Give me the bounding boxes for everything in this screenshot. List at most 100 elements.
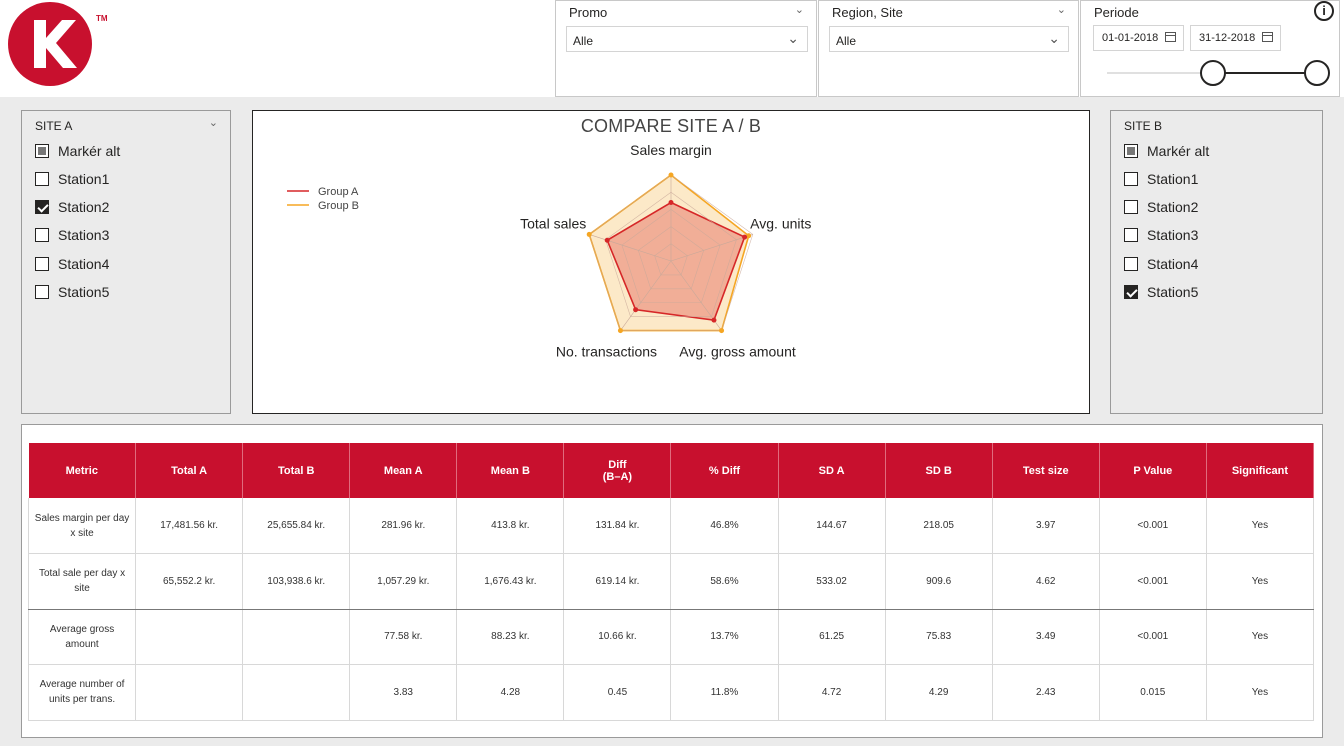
- promo-slicer: Promo ⌄ Alle ⌄: [555, 0, 817, 97]
- info-icon[interactable]: i: [1314, 1, 1334, 21]
- site-a-item[interactable]: Station5: [35, 282, 109, 302]
- grid-ring: [621, 209, 721, 304]
- site-a-item[interactable]: Station4: [35, 254, 109, 274]
- data-point: [586, 231, 592, 237]
- site-b-item[interactable]: Station4: [1124, 254, 1198, 274]
- region-slicer: Region, Site ⌄ Alle ⌄: [818, 0, 1079, 97]
- checkbox[interactable]: [35, 285, 49, 299]
- calendar-icon[interactable]: [1262, 32, 1274, 42]
- grid-spoke: [620, 260, 672, 331]
- table-cell: <0.001: [1099, 553, 1207, 610]
- data-point: [604, 237, 610, 243]
- table-cell: 3.97: [992, 498, 1100, 554]
- site-b-item[interactable]: Markér alt: [1124, 141, 1209, 161]
- region-value: Alle: [836, 34, 857, 48]
- checkbox[interactable]: [35, 172, 49, 186]
- site-a-item[interactable]: Markér alt: [35, 141, 120, 161]
- column-header[interactable]: Mean A: [349, 443, 458, 498]
- column-header[interactable]: Metric: [28, 443, 137, 498]
- legend-label: Group A: [318, 186, 359, 198]
- data-point: [746, 233, 752, 239]
- end-date-value: 31-12-2018: [1199, 32, 1256, 44]
- stats-table-panel: Metric Total A Total B Mean A Mean B Diff (B–A…: [21, 424, 1323, 738]
- start-date-field[interactable]: 01-01-2018: [1093, 25, 1184, 51]
- table-cell: 58.6%: [670, 553, 779, 610]
- table-cell: 131.84 kr.: [563, 498, 672, 554]
- column-header[interactable]: Mean B: [456, 443, 565, 498]
- site-b-item[interactable]: Station2: [1124, 197, 1198, 217]
- data-point: [668, 172, 674, 178]
- site-b-item-label: Station1: [1147, 171, 1199, 187]
- table-cell: 4.72: [778, 664, 886, 721]
- site-a-item[interactable]: Station1: [35, 169, 109, 189]
- calendar-icon[interactable]: [1165, 32, 1177, 42]
- checkbox[interactable]: [35, 144, 49, 158]
- table-cell: 909.6: [885, 553, 993, 610]
- site-b-item[interactable]: Station3: [1124, 225, 1198, 245]
- site-b-item[interactable]: Station1: [1124, 169, 1198, 189]
- table-cell: Yes: [1206, 664, 1315, 721]
- site-b-item[interactable]: Station5: [1124, 282, 1198, 302]
- table-cell: [242, 664, 351, 721]
- chevron-down-icon[interactable]: ⌄: [794, 4, 804, 16]
- site-a-item-label: Station5: [58, 284, 110, 300]
- checkbox[interactable]: [1124, 285, 1138, 299]
- table-cell: 4.62: [992, 553, 1100, 610]
- table-cell: 218.05: [885, 498, 993, 554]
- axis-label: No. transactions: [556, 344, 657, 360]
- checkbox[interactable]: [1124, 257, 1138, 271]
- checkbox[interactable]: [1124, 200, 1138, 214]
- site-a-item[interactable]: Station2: [35, 197, 109, 217]
- site-b-item-label: Markér alt: [1147, 143, 1210, 159]
- end-date-field[interactable]: 31-12-2018: [1190, 25, 1281, 51]
- site-b-slicer: SITE B Markér alt Station1 Station2 Stat…: [1110, 110, 1323, 414]
- site-a-item[interactable]: Station3: [35, 225, 109, 245]
- column-header[interactable]: Total B: [242, 443, 351, 498]
- start-date-value: 01-01-2018: [1102, 32, 1159, 44]
- axis-label: Total sales: [520, 215, 586, 231]
- promo-dropdown[interactable]: Alle ⌄: [566, 26, 808, 52]
- stats-table: Metric Total A Total B Mean A Mean B Diff (B–A…: [27, 443, 1315, 721]
- chart-title: COMPARE SITE A / B: [580, 116, 762, 136]
- metric-cell: Sales margin per day x site: [27, 498, 137, 554]
- checkbox[interactable]: [35, 257, 49, 271]
- column-header[interactable]: Significant: [1206, 443, 1315, 498]
- column-header[interactable]: SD A: [778, 443, 886, 498]
- date-slider-start-handle[interactable]: [1200, 60, 1226, 86]
- column-header[interactable]: Diff (B–A): [563, 443, 672, 498]
- chevron-down-icon[interactable]: ⌄: [208, 117, 218, 129]
- table-cell: 4.29: [885, 664, 993, 721]
- checkbox[interactable]: [35, 200, 49, 214]
- periode-title: Periode: [1094, 5, 1139, 20]
- data-point: [633, 307, 639, 313]
- column-header[interactable]: SD B: [885, 443, 993, 498]
- chevron-down-icon[interactable]: ⌄: [1056, 4, 1066, 16]
- checkbox[interactable]: [1124, 144, 1138, 158]
- region-dropdown[interactable]: Alle ⌄: [829, 26, 1069, 52]
- radar-chart: Sales margin Avg. units Avg. gross amount N…: [287, 142, 811, 360]
- date-slider-end-handle[interactable]: [1304, 60, 1330, 86]
- column-header[interactable]: P Value: [1099, 443, 1207, 498]
- grid-spoke: [670, 234, 753, 262]
- column-header[interactable]: % Diff: [670, 443, 779, 498]
- column-header[interactable]: Total A: [135, 443, 244, 498]
- table-cell: 0.45: [563, 664, 672, 721]
- checkbox[interactable]: [1124, 172, 1138, 186]
- site-a-slicer: SITE A ⌄ Markér alt Station1 Station2 St…: [21, 110, 231, 414]
- table-cell: 10.66 kr.: [563, 609, 672, 665]
- chevron-down-icon: ⌄: [787, 30, 799, 46]
- grid-spoke: [589, 234, 672, 262]
- table-cell: 75.83: [885, 609, 993, 665]
- data-point: [617, 328, 623, 334]
- table-cell: <0.001: [1099, 498, 1207, 554]
- table-cell: 0.015: [1099, 664, 1207, 721]
- site-a-item-label: Station3: [58, 227, 110, 243]
- legend-label: Group B: [318, 200, 359, 212]
- metric-cell: Total sale per day x site: [27, 553, 137, 610]
- table-cell: <0.001: [1099, 609, 1207, 665]
- checkbox[interactable]: [1124, 228, 1138, 242]
- checkbox[interactable]: [35, 228, 49, 242]
- data-point: [719, 328, 725, 334]
- column-header[interactable]: Test size: [992, 443, 1100, 498]
- data-point: [711, 317, 717, 323]
